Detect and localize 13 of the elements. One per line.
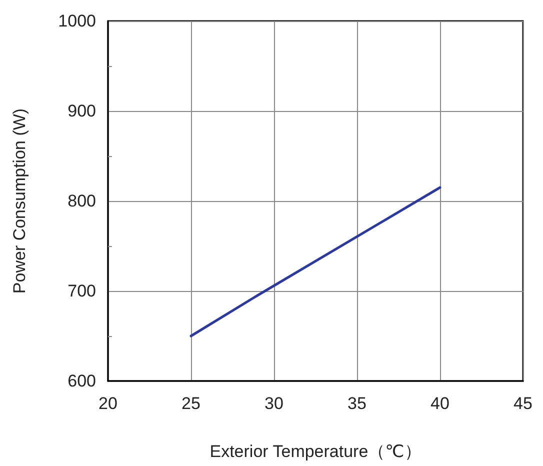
y-tick-label: 1000 (58, 12, 96, 30)
x-tick-label: 35 (348, 394, 366, 413)
y-tick-label: 800 (68, 192, 96, 210)
y-tick-label: 600 (68, 372, 96, 390)
x-axis-title: Exterior Temperature（℃） (210, 442, 422, 461)
x-tick-label: 25 (182, 394, 200, 413)
x-tick-label: 30 (264, 394, 284, 413)
y-tick-label: 700 (68, 282, 96, 300)
x-tick-label: 40 (430, 394, 450, 413)
y-axis-title: Power Consumption (W) (10, 108, 29, 294)
x-tick-label: 45 (514, 394, 532, 413)
y-tick-label: 900 (68, 102, 96, 120)
x-tick-label: 20 (98, 394, 118, 413)
